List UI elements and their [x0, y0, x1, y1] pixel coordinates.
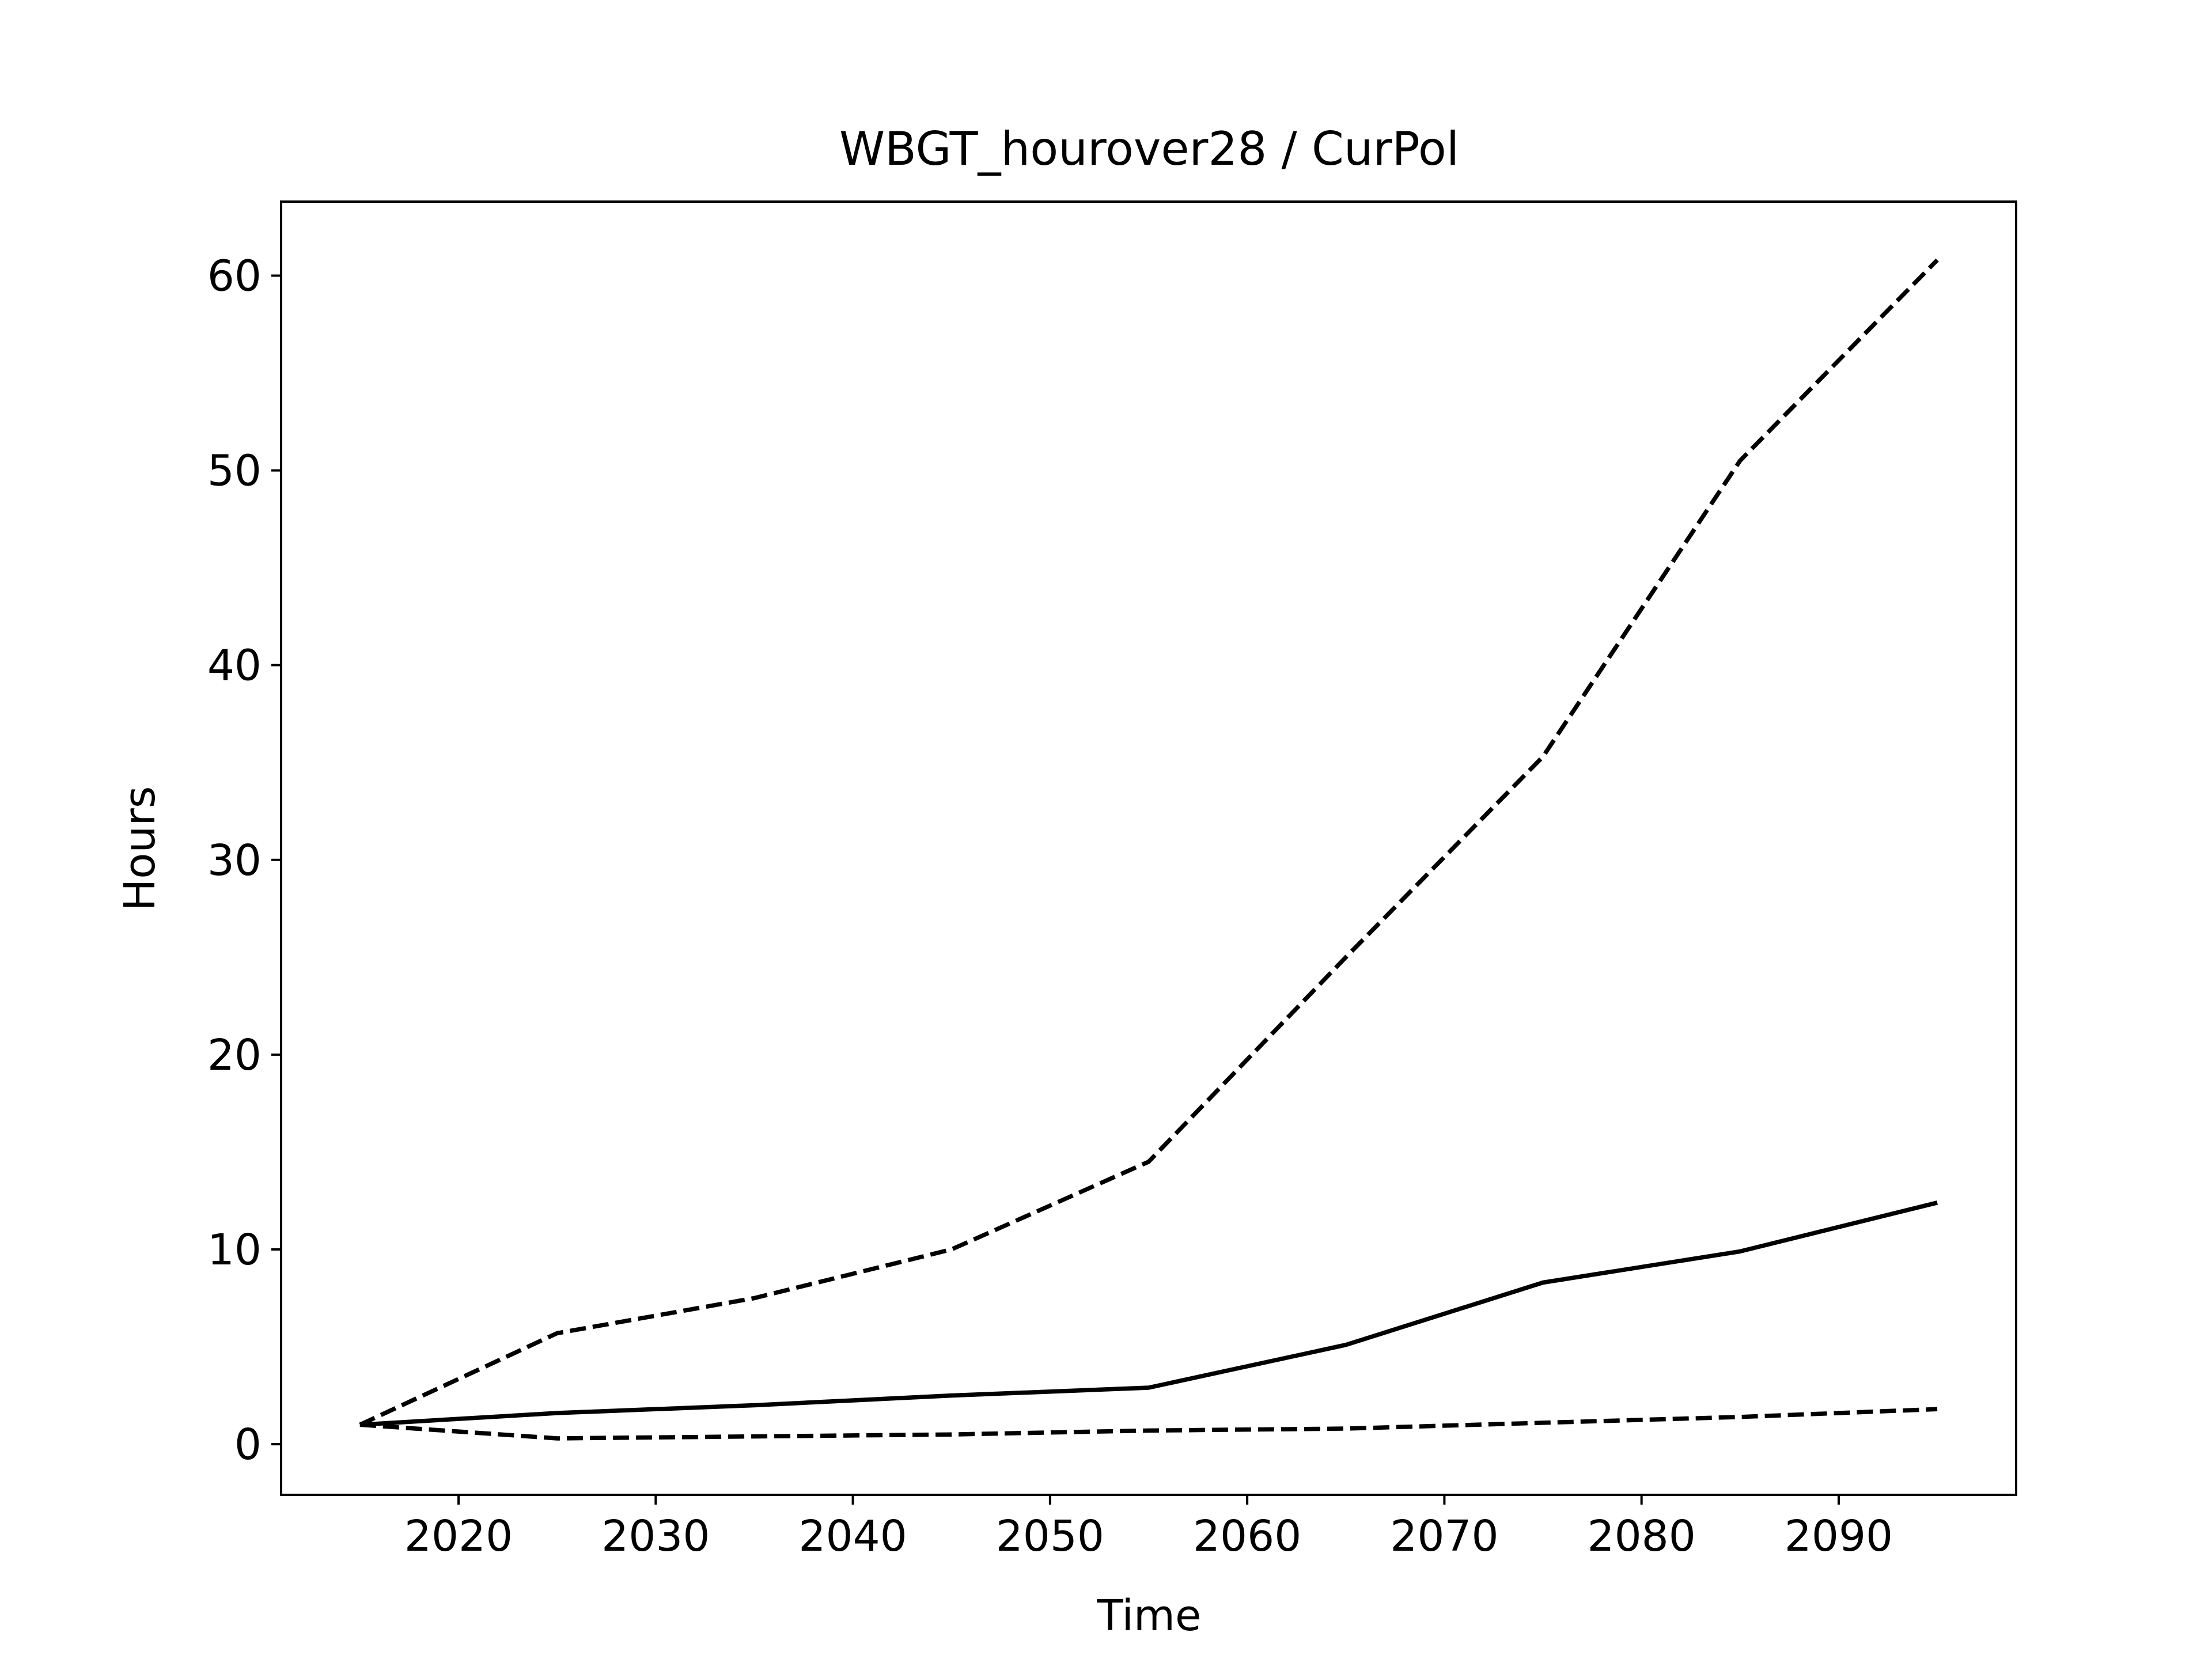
- x-axis-label: Time: [1096, 1591, 1201, 1641]
- x-tick-label: 2090: [1785, 1512, 1893, 1561]
- x-tick-label: 2050: [996, 1512, 1104, 1561]
- y-tick-label: 20: [207, 1031, 262, 1080]
- y-axis-ticks: 0 10 20 30 40 50 60: [207, 251, 281, 1469]
- series-line-1: [359, 258, 1939, 1427]
- y-tick-label: 30: [207, 836, 262, 885]
- x-tick-label: 2070: [1390, 1512, 1498, 1561]
- y-tick-label: 50: [207, 446, 262, 496]
- y-tick-label: 60: [207, 251, 262, 301]
- x-tick-label: 2020: [404, 1512, 513, 1561]
- plot-area-frame: [280, 200, 2017, 1496]
- chart-title: WBGT_hourover28 / CurPol: [839, 122, 1459, 176]
- y-tick-label: 0: [234, 1420, 262, 1469]
- x-tick-label: 2080: [1588, 1512, 1696, 1561]
- y-axis-label: Hours: [115, 786, 165, 911]
- x-axis-ticks: 2020 2030 2040 2050 2060 2070 2080 2090: [404, 1495, 1893, 1561]
- y-tick-label: 40: [207, 641, 262, 691]
- x-tick-label: 2060: [1193, 1512, 1301, 1561]
- series-layer: [359, 258, 1939, 1441]
- x-tick-label: 2040: [798, 1512, 907, 1561]
- series-line-3: [359, 1407, 1938, 1441]
- y-tick-label: 10: [207, 1225, 262, 1275]
- x-tick-label: 2030: [601, 1512, 710, 1561]
- series-line-2: [359, 1200, 1938, 1427]
